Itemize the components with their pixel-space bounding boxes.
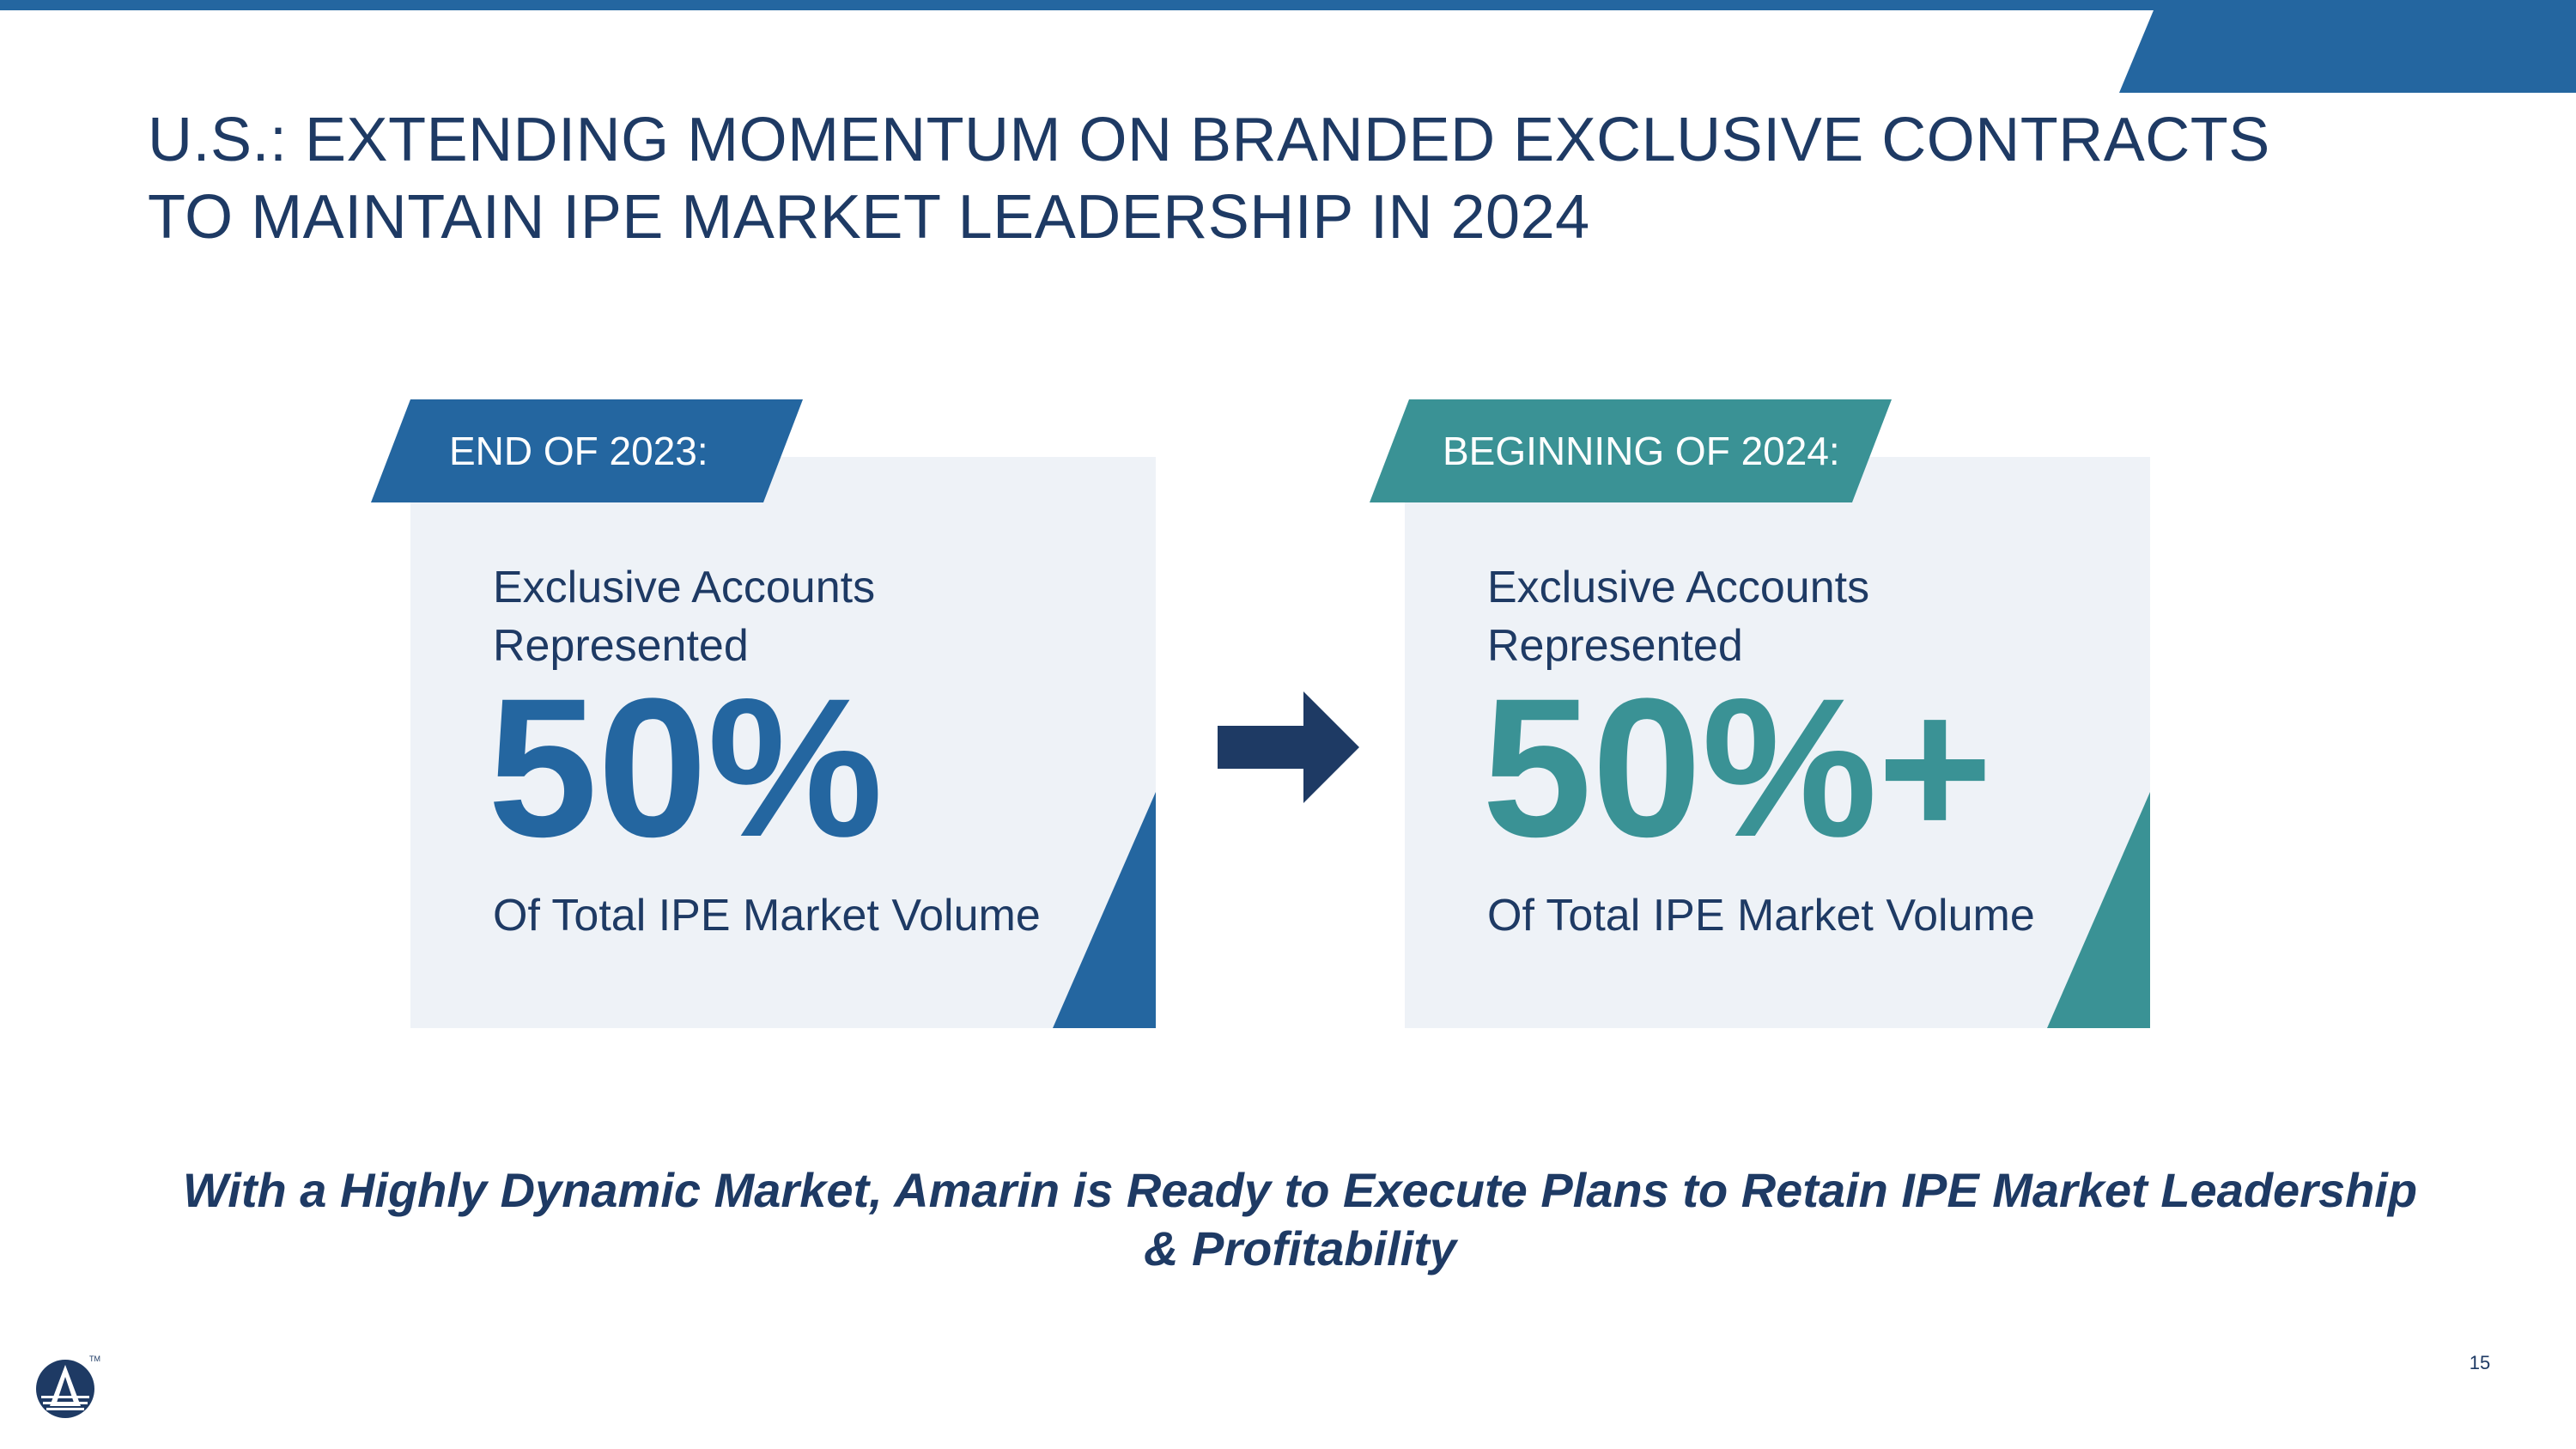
card-subtitle-line-1: Exclusive Accounts bbox=[1487, 563, 1870, 612]
card-subtitle-line-2: Represented bbox=[493, 621, 749, 671]
stat-card-beginning-2024: Exclusive Accounts Represented 50%+ Of T… bbox=[1405, 457, 2150, 1028]
corner-accent-shape bbox=[2119, 0, 2576, 93]
card-subtitle-line-1: Exclusive Accounts bbox=[493, 563, 876, 612]
card-corner-wedge bbox=[2047, 792, 2150, 1028]
stat-caption: Of Total IPE Market Volume bbox=[1487, 891, 2035, 941]
stat-value: 50%+ bbox=[1482, 657, 1993, 878]
tagline: With a Highly Dynamic Market, Amarin is … bbox=[182, 1163, 2418, 1275]
top-accent-bar bbox=[0, 0, 2576, 10]
card-corner-wedge bbox=[1053, 792, 1156, 1028]
trademark-mark: TM bbox=[89, 1355, 100, 1363]
amarin-logo-icon: TM bbox=[33, 1353, 103, 1420]
card-subtitle-line-2: Represented bbox=[1487, 621, 1743, 671]
page-number: 15 bbox=[2469, 1352, 2491, 1373]
tag-label: BEGINNING OF 2024: bbox=[1443, 429, 1840, 473]
title-line-2: TO MAINTAIN IPE MARKET LEADERSHIP IN 202… bbox=[148, 183, 1590, 252]
title-line-1: U.S.: EXTENDING MOMENTUM ON BRANDED EXCL… bbox=[148, 106, 2270, 174]
card-subtitle: Exclusive Accounts Represented bbox=[493, 558, 875, 675]
stat-card-end-2023: Exclusive Accounts Represented 50% Of To… bbox=[410, 457, 1156, 1028]
tag-end-2023: END OF 2023: bbox=[371, 399, 803, 502]
stat-caption: Of Total IPE Market Volume bbox=[493, 891, 1041, 941]
right-arrow-icon bbox=[1218, 691, 1359, 803]
stat-value: 50% bbox=[488, 657, 884, 878]
card-subtitle: Exclusive Accounts Represented bbox=[1487, 558, 1869, 675]
page-title: U.S.: EXTENDING MOMENTUM ON BRANDED EXCL… bbox=[148, 101, 2270, 256]
tag-label: END OF 2023: bbox=[449, 429, 708, 473]
tag-beginning-2024: BEGINNING OF 2024: bbox=[1370, 399, 1892, 502]
